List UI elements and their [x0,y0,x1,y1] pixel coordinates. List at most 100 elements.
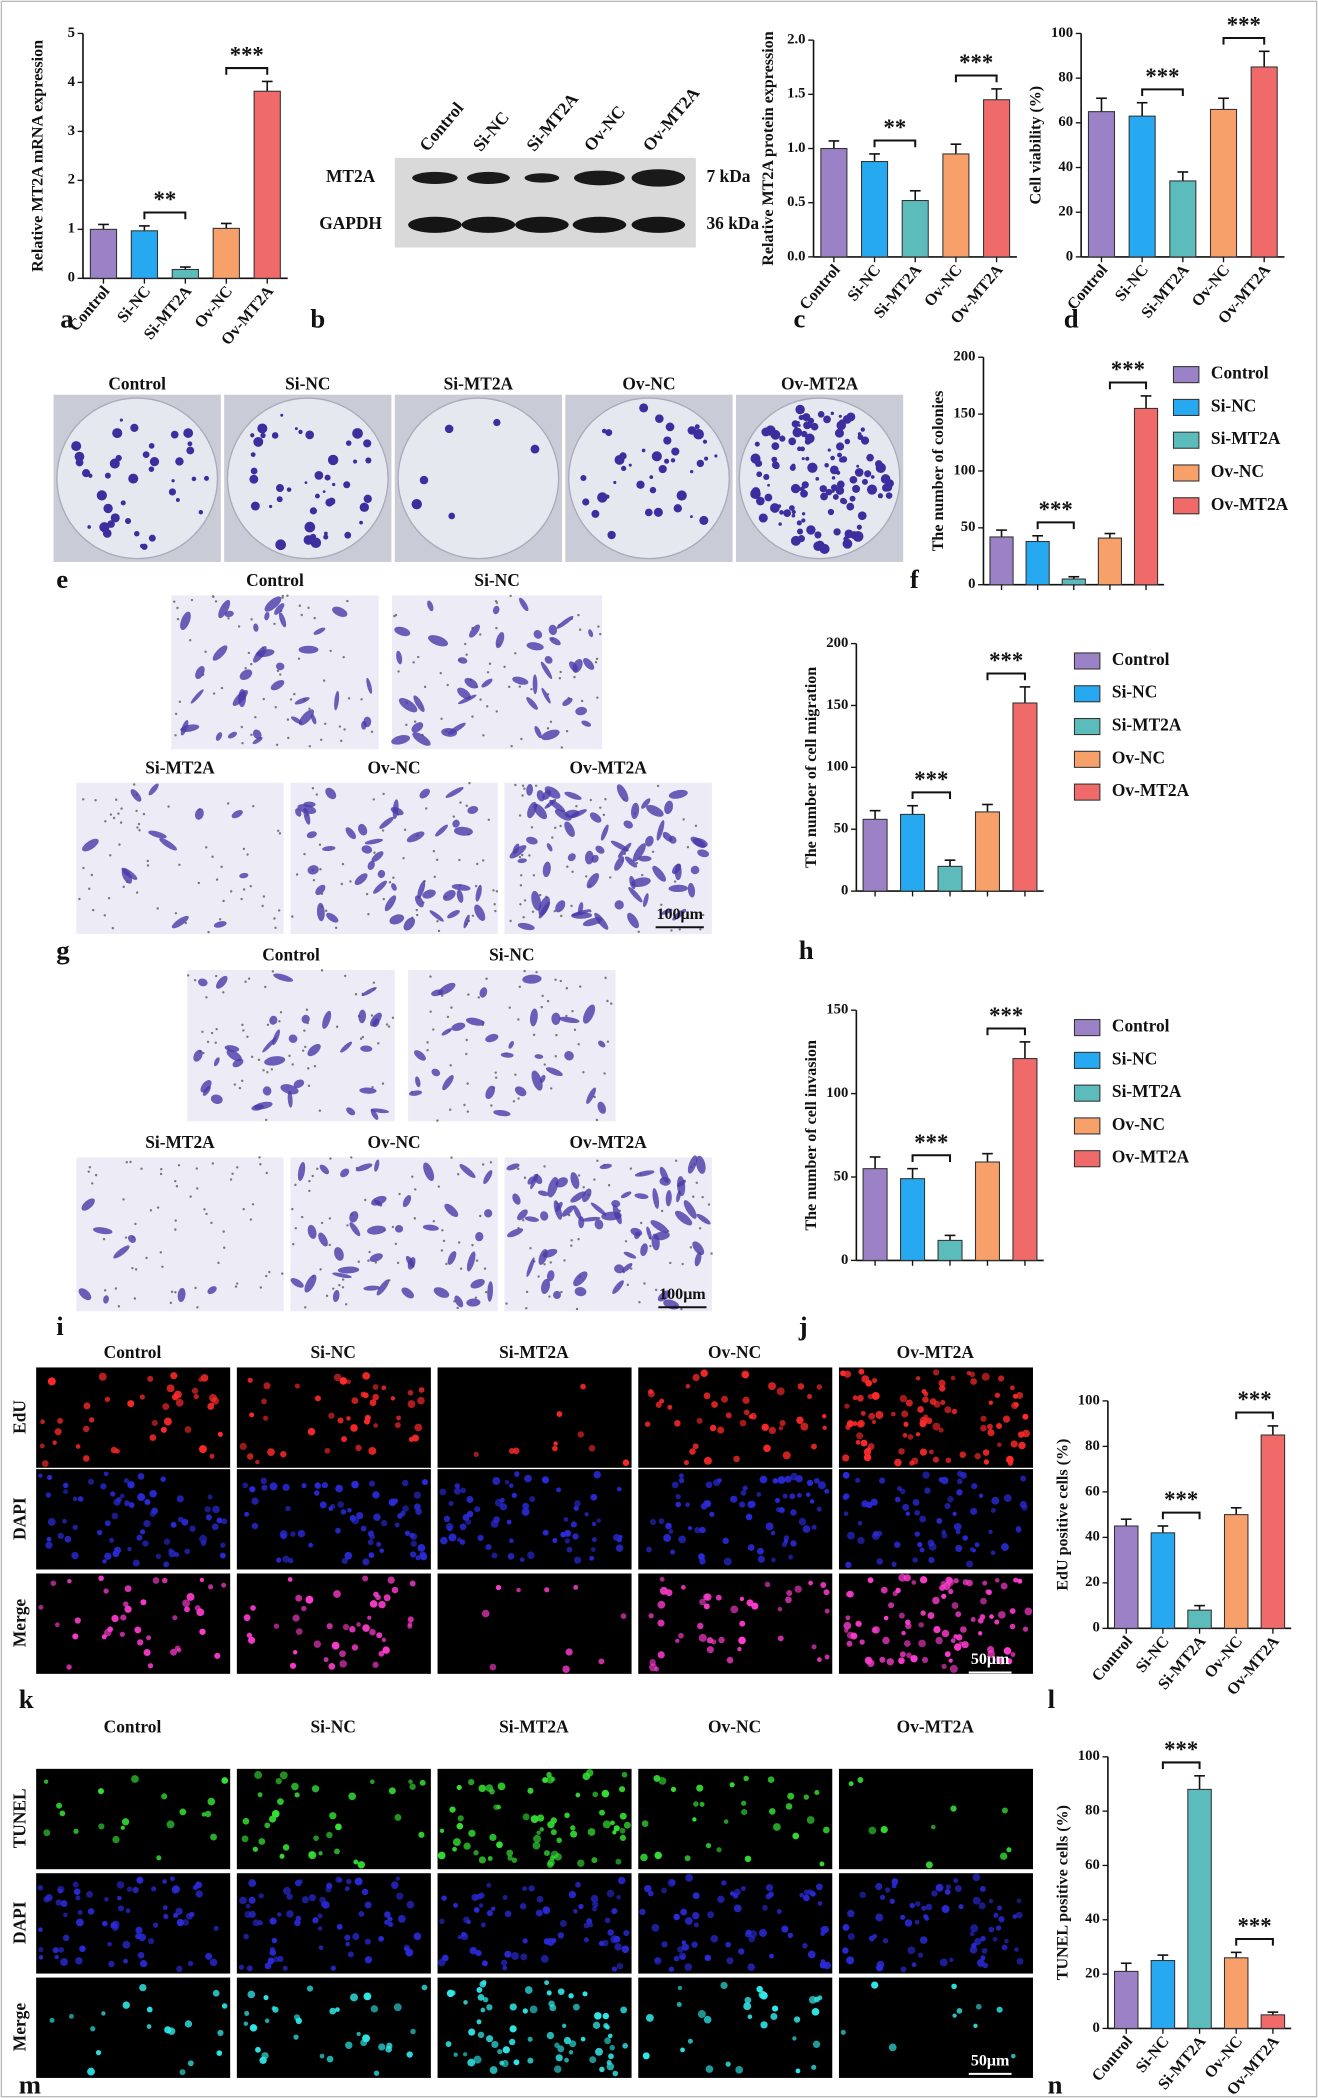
pore [223,1246,226,1249]
colony [773,432,777,436]
pore [318,1109,322,1112]
nucleus [875,1882,883,1891]
nucleus [607,1929,614,1936]
pore [215,878,219,881]
pore [537,1275,540,1278]
colony [770,503,780,513]
nucleus [176,1965,183,1972]
nucleus [410,1533,418,1541]
bar [1087,111,1116,258]
colony [96,490,107,501]
fluorescence-image [638,1977,833,2078]
nucleus [1005,1455,1014,1464]
nucleus [924,1916,930,1921]
nucleus [475,1950,482,1957]
fluorescence-image [36,1977,231,2078]
nucleus [980,1597,987,1605]
nucleus [988,1529,993,1534]
nucleus [905,1619,911,1626]
cell [514,1086,527,1097]
nucleus [72,1496,78,1502]
nucleus [477,2031,485,2039]
nucleus [726,1957,734,1965]
nucleus [921,1389,927,1394]
nucleus [287,1577,293,1582]
pore [265,1274,268,1278]
pore [134,1222,137,1226]
nucleus [311,1785,320,1793]
nucleus [117,1905,125,1912]
nucleus [739,1419,747,1427]
nucleus [997,1375,1005,1382]
nucleus [381,1637,387,1643]
y-tick-label: 0 [841,1252,848,1268]
cell [495,632,505,649]
nucleus [803,1794,809,1800]
nucleus [550,1850,559,1859]
cell [638,855,652,862]
pore [609,876,612,879]
nucleus [655,1401,662,1408]
nucleus [417,1543,426,1552]
nucleus [689,1448,696,1455]
pore [415,908,418,912]
nucleus [275,1778,282,1785]
pore [204,650,207,654]
nucleus [272,2006,279,2013]
nucleus [960,1471,967,1479]
nucleus [62,1482,69,1489]
nucleus [254,1771,263,1779]
nucleus [568,1993,574,1999]
pore [324,722,327,725]
cell [278,612,287,628]
nucleus [136,1534,143,1541]
nucleus [870,1498,878,1506]
bar [1150,1959,1176,2029]
nucleus [250,1605,256,1611]
nucleus [77,1909,83,1916]
legend-label: Ov-MT2A [1112,1148,1190,1167]
colony [840,456,848,463]
cell [402,1195,412,1208]
pore [575,804,578,808]
nucleus [448,1500,454,1507]
nucleus [584,1512,589,1517]
nucleus [700,1369,709,1377]
cell [389,914,405,925]
nucleus [981,1948,988,1954]
nucleus [677,1985,683,1991]
nucleus [872,1530,879,1537]
nucleus [956,2007,963,2014]
nucleus [295,1628,303,1635]
nucleus [740,1800,747,1806]
pore [377,1042,380,1045]
nucleus [90,2026,96,2032]
cell [262,1037,277,1053]
colony [269,504,273,509]
nucleus [364,1938,371,1945]
y-axis-label: Relative MT2A protein expression [760,31,777,265]
nucleus [953,1522,962,1531]
nucleus [289,1662,297,1669]
pore [94,799,97,802]
nucleus [394,1422,401,1428]
pore [114,1287,118,1290]
nucleus [348,1792,357,1801]
pore [240,725,244,729]
nucleus [899,1394,908,1403]
nucleus [771,2005,779,2012]
nucleus [955,1529,961,1535]
nucleus [286,1910,294,1918]
nucleus [996,2006,1003,2013]
nucleus [857,1520,863,1526]
nucleus [694,1527,701,1534]
nucleus [808,1996,817,2004]
cell [294,697,310,705]
nucleus [1012,1393,1018,1399]
cell [303,801,316,808]
nucleus [742,1396,750,1404]
significance-label: *** [230,43,264,68]
nucleus [345,2041,353,2049]
cell [227,731,238,739]
pore [371,1086,374,1089]
